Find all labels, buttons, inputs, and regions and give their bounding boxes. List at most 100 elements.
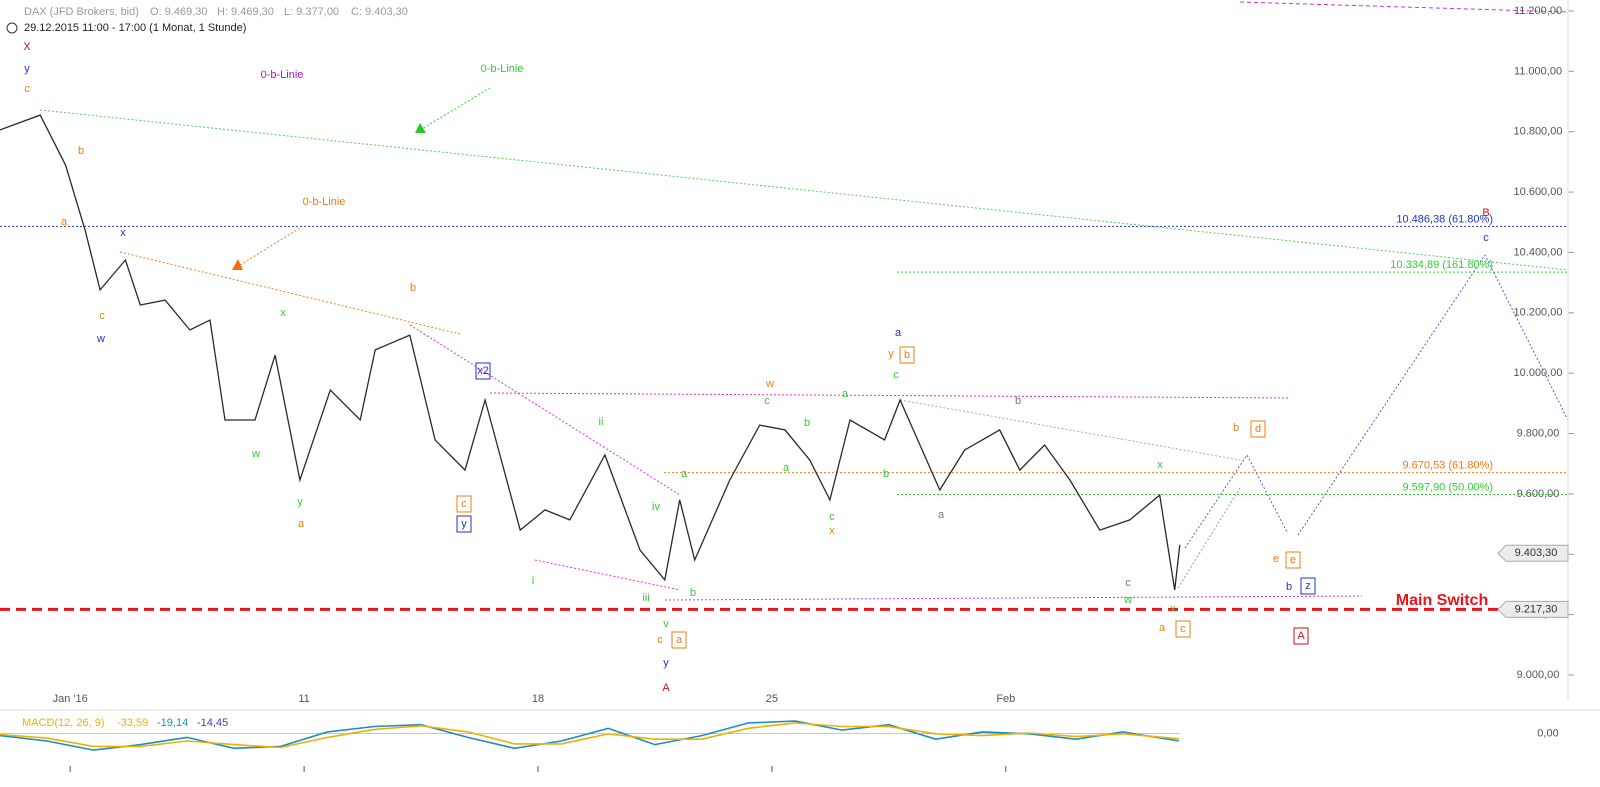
- wave-label: b: [1286, 581, 1292, 593]
- ohlc-value: O: 9.469,30: [150, 6, 208, 18]
- wave-label: A: [1297, 630, 1305, 642]
- wave-label: X: [23, 41, 31, 53]
- period: 29.12.2015 11:00 - 17:00 (1 Monat, 1 Stu…: [24, 22, 246, 34]
- wave-label: iii: [642, 592, 649, 604]
- macd-readout: -14,45: [197, 717, 228, 729]
- macd-signal: [0, 722, 1179, 749]
- price-tag: [1497, 544, 1569, 562]
- macd-tick-label: 0,00: [1537, 728, 1558, 740]
- wave-label: y: [663, 657, 669, 669]
- clock-icon: [6, 22, 18, 34]
- label-box: [1250, 420, 1266, 438]
- wave-label: 0-b-Linie: [481, 63, 524, 75]
- macd-macd: [0, 720, 1180, 751]
- wave-label: 0-b-Linie: [261, 69, 304, 81]
- wave-label: c: [99, 310, 105, 322]
- wave-label: b: [1233, 422, 1239, 434]
- wave-label: x: [280, 307, 286, 319]
- wave-label: a: [298, 518, 305, 530]
- header: DAX (JFD Brokers, bid): [24, 6, 139, 18]
- wave-label: y: [461, 518, 467, 530]
- wave-label: w: [1123, 594, 1132, 606]
- wave-label: y: [297, 496, 303, 508]
- wave-label: w: [765, 378, 774, 390]
- wave-label: c: [893, 369, 899, 381]
- wave-label: a: [676, 634, 683, 646]
- wave-label: c: [829, 511, 835, 523]
- ohlc-value: C: 9.403,30: [351, 6, 408, 18]
- wave-label: a: [938, 509, 945, 521]
- wave-label: c: [764, 395, 770, 407]
- wave-label: v: [663, 618, 669, 630]
- wave-label: a: [895, 327, 902, 339]
- wave-label: a: [681, 468, 688, 480]
- price-tag-label: 9.217,30: [1515, 603, 1558, 615]
- wave-label: a: [1159, 622, 1166, 634]
- label-box: [475, 362, 491, 380]
- wave-label: y: [888, 348, 894, 360]
- wave-label: a: [61, 216, 68, 228]
- y-tick-label: 9.000,00: [1517, 669, 1560, 681]
- wave-label: b: [883, 468, 889, 480]
- wave-label: w: [251, 448, 260, 460]
- price-tag: [1497, 600, 1569, 618]
- wave-label: x: [1170, 603, 1176, 615]
- wave-label: c: [1180, 623, 1186, 635]
- fib-label: 9.597,90 (50.00%): [1402, 481, 1493, 493]
- wave-label: b: [1015, 395, 1021, 407]
- y-tick-label: 10.800,00: [1514, 126, 1563, 138]
- y-tick-label: 10.600,00: [1514, 186, 1563, 198]
- label-box: [899, 346, 915, 364]
- x-tick-label: Jan '16: [53, 693, 88, 705]
- wave-label: c: [1483, 232, 1489, 244]
- label-box: [1300, 577, 1316, 595]
- wave-label: d: [1255, 423, 1261, 435]
- price-line: [0, 114, 1181, 591]
- wave-label: x2: [477, 365, 489, 377]
- wave-label: y: [24, 63, 30, 75]
- x-tick-label: 18: [532, 693, 544, 705]
- wave-label: Main Switch: [1396, 592, 1488, 609]
- y-tick-label: 10.200,00: [1514, 307, 1563, 319]
- wave-label: a: [783, 462, 790, 474]
- ohlc-value: L: 9.377,00: [284, 6, 339, 18]
- fib-label: 9.670,53 (61.80%): [1402, 460, 1493, 472]
- trendlines: [39, 1, 1569, 601]
- y-tick-label: 9.600,00: [1517, 488, 1560, 500]
- wave-label: z: [1305, 580, 1311, 592]
- label-box: [456, 515, 472, 533]
- wave-label: x: [829, 525, 835, 537]
- wave-label: e: [1273, 553, 1279, 565]
- macd-label: MACD(12, 26, 9): [22, 717, 105, 729]
- wave-label: b: [690, 587, 696, 599]
- macd-readout: -19,14: [157, 717, 188, 729]
- y-tick-label: 10.000,00: [1514, 367, 1563, 379]
- wave-label: ii: [599, 416, 604, 428]
- y-tick-label: 9.800,00: [1517, 427, 1560, 439]
- y-tick-label: 11.000,00: [1514, 65, 1562, 77]
- wave-label: A: [662, 682, 670, 694]
- wave-label: e: [1290, 554, 1296, 566]
- wave-label: x: [120, 227, 126, 239]
- label-box: [1175, 620, 1191, 638]
- wave-label: w: [96, 333, 105, 345]
- wave-label: b: [904, 349, 910, 361]
- wave-label: c: [657, 634, 663, 646]
- y-tick-label: 11.200,00: [1514, 5, 1562, 17]
- wave-label: b: [410, 282, 416, 294]
- wave-label: a: [842, 388, 849, 400]
- price-tag-label: 9.403,30: [1515, 547, 1558, 559]
- x-tick-label: Feb: [996, 693, 1015, 705]
- ohlc-value: H: 9.469,30: [217, 6, 274, 18]
- y-tick-label: 10.400,00: [1514, 246, 1563, 258]
- wave-label: B: [1482, 207, 1489, 219]
- wave-label: b: [804, 417, 810, 429]
- wave-label: 0-b-Linie: [303, 196, 346, 208]
- label-box: [1293, 627, 1309, 645]
- x-tick-label: 11: [298, 693, 309, 705]
- wave-label: iv: [652, 501, 660, 513]
- fib-label: 10.334,89 (161.80%): [1390, 259, 1493, 271]
- x-tick-label: 25: [766, 693, 778, 705]
- wave-label: c: [1125, 577, 1131, 589]
